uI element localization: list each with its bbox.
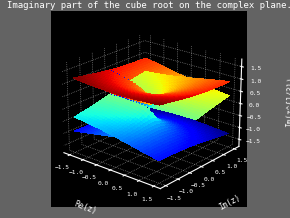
Y-axis label: Im(z): Im(z) (218, 192, 243, 211)
X-axis label: Re(z): Re(z) (73, 200, 98, 216)
Title: Imaginary part of the cube root on the complex plane.: Imaginary part of the cube root on the c… (7, 1, 290, 10)
